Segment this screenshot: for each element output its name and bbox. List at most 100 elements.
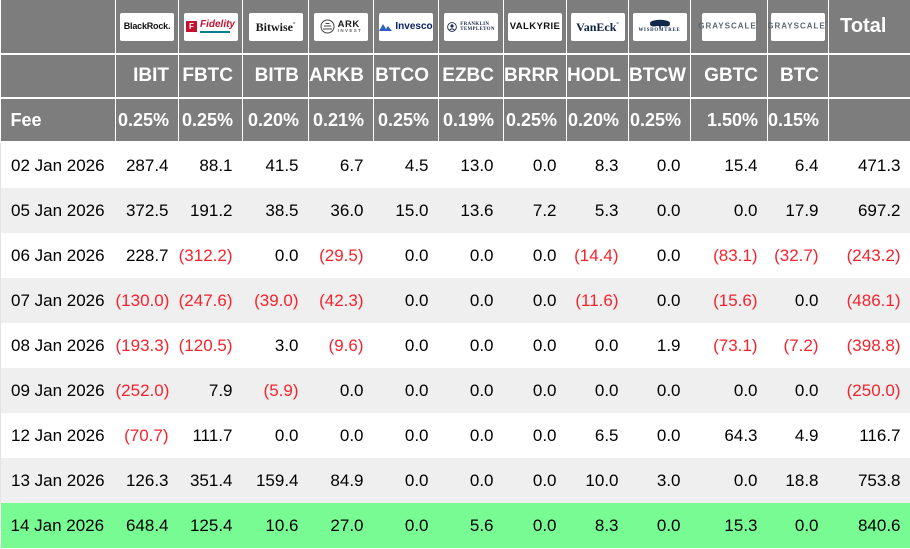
grayscale-logo: GRAYSCALE° <box>698 12 759 41</box>
table-body: 02 Jan 2026 287.4 88.1 41.5 6.7 4.5 13.0 0.0 8.3… <box>0 142 910 548</box>
date-cell: 12 Jan 2026 <box>0 413 116 458</box>
total-cell: (486.1) <box>828 278 910 323</box>
date-cell: 02 Jan 2026 <box>0 142 116 188</box>
flow-cell-ezbc: 5.6 <box>438 503 504 548</box>
flow-cell-brrr: 0.0 <box>503 233 567 278</box>
total-column-header: Total <box>828 0 910 55</box>
flow-cell-hodl: 8.3 <box>566 142 629 188</box>
fee-row: Fee 0.25% 0.25% 0.20% 0.21% 0.25% 0.19% 0.25% 0.… <box>0 98 910 143</box>
flow-cell-arkb: (42.3) <box>308 278 374 323</box>
flow-cell-bitb: 41.5 <box>242 142 309 188</box>
flow-cell-hodl: (14.4) <box>566 233 629 278</box>
total-ticker-spacer <box>828 54 910 99</box>
ticker-header-ezbc: EZBC <box>438 54 504 99</box>
flow-cell-brrr: 0.0 <box>503 323 567 368</box>
flow-cell-btco: 0.0 <box>373 413 439 458</box>
flow-cell-arkb: 27.0 <box>308 503 374 548</box>
flow-cell-brrr: 0.0 <box>503 503 567 548</box>
issuer-logo-cell-btco: Invesco <box>373 0 439 55</box>
flow-cell-btc: 17.9 <box>767 188 829 233</box>
flow-cell-fbtc: (312.2) <box>178 233 243 278</box>
flow-cell-fbtc: 7.9 <box>178 368 243 413</box>
ticker-header-gbtc: GBTC <box>690 54 768 99</box>
table-row: 05 Jan 2026 372.5 191.2 38.5 36.0 15.0 13.6 7.2… <box>0 188 910 233</box>
flow-cell-btc: (7.2) <box>767 323 829 368</box>
flow-cell-btc: 18.8 <box>767 458 829 503</box>
flow-cell-brrr: 0.0 <box>503 368 567 413</box>
flow-cell-fbtc: 191.2 <box>178 188 243 233</box>
fee-cell-bitb: 0.20% <box>242 98 309 143</box>
flow-cell-ibit: (70.7) <box>115 413 179 458</box>
ticker-row: IBIT FBTC BITB ARKB BTCO EZBC BRRR HODL BTCW GBTC… <box>0 54 910 99</box>
total-cell: 116.7 <box>828 413 910 458</box>
fee-cell-arkb: 0.21% <box>308 98 374 143</box>
ticker-header-brrr: BRRR <box>503 54 567 99</box>
flow-cell-arkb: 0.0 <box>308 413 374 458</box>
issuer-logo-cell-btcw: WISDOMTREE <box>628 0 691 55</box>
flow-cell-bitb: 38.5 <box>242 188 309 233</box>
table-row: 06 Jan 2026 228.7 (312.2) 0.0 (29.5) 0.0 0.0 0.… <box>0 233 910 278</box>
total-cell: (243.2) <box>828 233 910 278</box>
issuer-logo-cell-fbtc: F Fidelity <box>178 0 243 55</box>
flow-cell-ezbc: 0.0 <box>438 368 504 413</box>
table-row: 14 Jan 2026 648.4 125.4 10.6 27.0 0.0 5.6 0.0 8.… <box>0 503 910 548</box>
flow-cell-btco: 0.0 <box>373 503 439 548</box>
issuer-logo-cell-arkb: ARK INVEST <box>308 0 374 55</box>
flow-cell-arkb: (29.5) <box>308 233 374 278</box>
flow-cell-btcw: 0.0 <box>628 188 691 233</box>
flow-cell-btcw: 0.0 <box>628 233 691 278</box>
flow-cell-arkb: 6.7 <box>308 142 374 188</box>
flow-cell-ibit: 287.4 <box>115 142 179 188</box>
table-row: 02 Jan 2026 287.4 88.1 41.5 6.7 4.5 13.0 0.0 8.3… <box>0 142 910 188</box>
flow-cell-ibit: (193.3) <box>115 323 179 368</box>
issuer-logo-cell-bitb: Bitwise° <box>242 0 309 55</box>
invesco-logo: Invesco <box>379 12 433 41</box>
fee-cell-btcw: 0.25% <box>628 98 691 143</box>
flow-cell-gbtc: 0.0 <box>690 188 768 233</box>
flow-cell-btco: 0.0 <box>373 278 439 323</box>
issuer-logo-cell-gbtc: GRAYSCALE° <box>690 0 768 55</box>
flow-cell-btcw: 0.0 <box>628 142 691 188</box>
flow-cell-btcw: 3.0 <box>628 458 691 503</box>
issuer-logo-cell-btc: GRAYSCALE° <box>767 0 829 55</box>
issuer-logo-cell-ezbc: FRANKLIN TEMPLETON <box>438 0 504 55</box>
flow-cell-ibit: 126.3 <box>115 458 179 503</box>
issuer-logo-cell-hodl: VanEck° <box>566 0 629 55</box>
issuer-logo-cell-ibit: BlackRock. <box>115 0 179 55</box>
flow-cell-btco: 4.5 <box>373 142 439 188</box>
flow-cell-ezbc: 0.0 <box>438 233 504 278</box>
blackrock-logo: BlackRock. <box>120 12 174 41</box>
ticker-header-ibit: IBIT <box>115 54 179 99</box>
flow-cell-bitb: 0.0 <box>242 233 309 278</box>
flow-cell-gbtc: 15.3 <box>690 503 768 548</box>
flow-cell-fbtc: 125.4 <box>178 503 243 548</box>
flow-cell-btcw: 1.9 <box>628 323 691 368</box>
flow-cell-brrr: 0.0 <box>503 278 567 323</box>
fee-cell-gbtc: 1.50% <box>690 98 768 143</box>
ticker-header-fbtc: FBTC <box>178 54 243 99</box>
ticker-header-hodl: HODL <box>566 54 629 99</box>
fee-cell-fbtc: 0.25% <box>178 98 243 143</box>
flow-cell-bitb: 159.4 <box>242 458 309 503</box>
date-cell: 06 Jan 2026 <box>0 233 116 278</box>
total-cell: 840.6 <box>828 503 910 548</box>
flow-cell-btco: 0.0 <box>373 323 439 368</box>
flow-cell-ibit: 372.5 <box>115 188 179 233</box>
flow-cell-fbtc: 88.1 <box>178 142 243 188</box>
flow-cell-btc: 4.9 <box>767 413 829 458</box>
flow-cell-brrr: 0.0 <box>503 413 567 458</box>
table-row: 12 Jan 2026 (70.7) 111.7 0.0 0.0 0.0 0.0 0.0 6.5… <box>0 413 910 458</box>
flow-cell-ezbc: 13.6 <box>438 188 504 233</box>
flow-cell-brrr: 0.0 <box>503 142 567 188</box>
flow-cell-bitb: 10.6 <box>242 503 309 548</box>
table-row: 13 Jan 2026 126.3 351.4 159.4 84.9 0.0 0.0 0.0 1… <box>0 458 910 503</box>
flow-cell-btc: (32.7) <box>767 233 829 278</box>
fee-cell-btco: 0.25% <box>373 98 439 143</box>
flow-cell-gbtc: (73.1) <box>690 323 768 368</box>
total-cell: 753.8 <box>828 458 910 503</box>
total-cell: 471.3 <box>828 142 910 188</box>
total-cell: (398.8) <box>828 323 910 368</box>
flow-cell-hodl: 6.5 <box>566 413 629 458</box>
flow-cell-bitb: (39.0) <box>242 278 309 323</box>
